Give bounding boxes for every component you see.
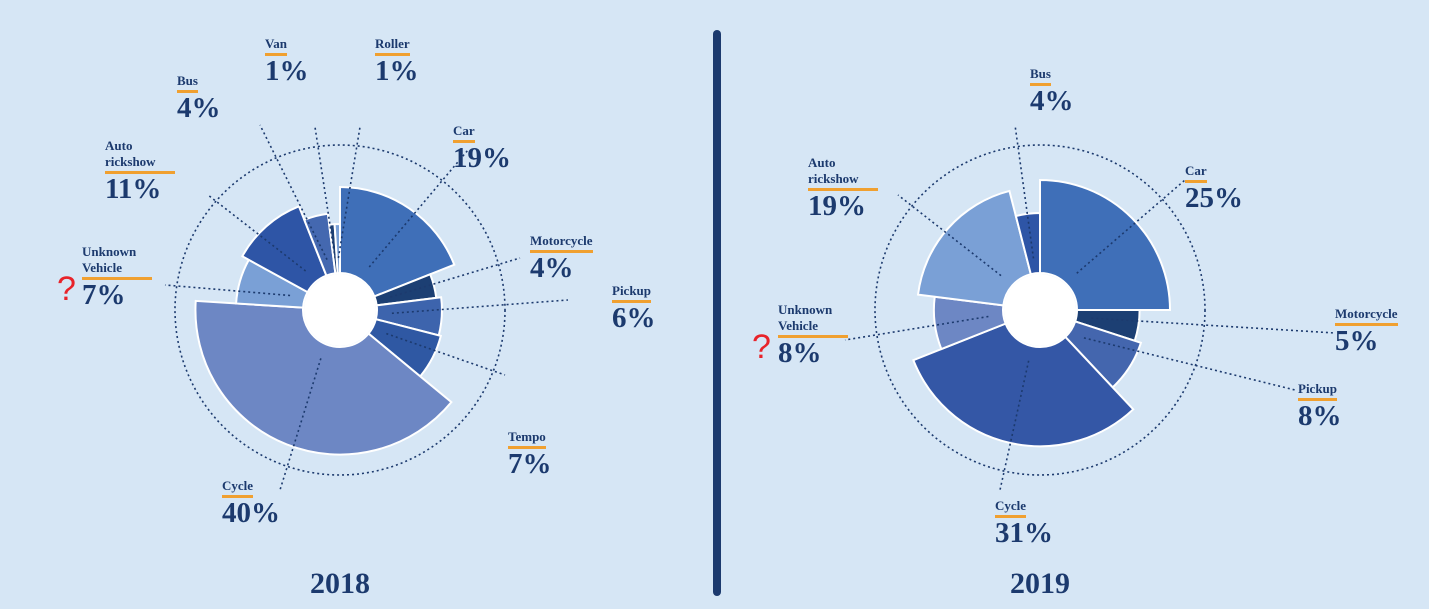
leader-line xyxy=(164,284,291,297)
category-name: Unknown Vehicle xyxy=(778,302,848,338)
slice-label: Roller 1% xyxy=(375,35,419,86)
value-label: 31% xyxy=(995,517,1053,549)
category-name: Motorcycle xyxy=(530,233,593,253)
category-name: Cycle xyxy=(222,478,254,498)
unknown-icon: ? xyxy=(57,270,76,308)
value-label: 5% xyxy=(1335,325,1379,357)
leader-line xyxy=(1091,317,1336,334)
slice xyxy=(339,186,456,298)
slice xyxy=(333,222,341,275)
value-label: 7% xyxy=(508,448,552,480)
slice-label: Cycle 40% xyxy=(222,477,280,528)
chart-title: 2018 xyxy=(310,567,370,600)
leader-line xyxy=(999,360,1030,491)
hole xyxy=(1004,274,1076,346)
value-label: 7% xyxy=(82,279,126,311)
slice-label: Motorcycle 4% xyxy=(530,232,593,283)
value-label: 19% xyxy=(453,142,511,174)
slice xyxy=(194,299,453,456)
value-label: 8% xyxy=(778,337,822,369)
leader-line xyxy=(897,194,1002,277)
slice-label: Unknown Vehicle 8% xyxy=(778,302,848,368)
value-label: 4% xyxy=(1030,85,1074,117)
category-name: Motorcycle xyxy=(1335,306,1398,326)
slice-label: Auto rickshow 19% xyxy=(808,155,878,221)
guide-circle xyxy=(174,144,506,476)
value-label: 6% xyxy=(612,302,656,334)
category-name: Car xyxy=(1185,163,1207,183)
hole xyxy=(304,274,376,346)
slice-label: Cycle 31% xyxy=(995,497,1053,548)
slice-label: Auto rickshow 11% xyxy=(105,138,175,204)
category-name: Car xyxy=(453,123,475,143)
category-name: Van xyxy=(265,36,287,56)
slice-label: Bus 4% xyxy=(177,72,221,123)
leader-line xyxy=(337,126,361,259)
slice-label: Car 19% xyxy=(453,122,511,173)
slice-label: Pickup 6% xyxy=(612,282,656,333)
leader-line xyxy=(259,124,328,260)
leader-line xyxy=(207,194,307,272)
unknown-icon: ? xyxy=(752,328,771,366)
slice xyxy=(932,295,1007,351)
value-label: 1% xyxy=(375,55,419,87)
value-label: 11% xyxy=(105,173,162,205)
category-name: Bus xyxy=(177,73,198,93)
category-name: Cycle xyxy=(995,498,1027,518)
leader-line xyxy=(1076,179,1186,274)
value-label: 40% xyxy=(222,497,280,529)
value-label: 19% xyxy=(808,190,866,222)
category-name: Bus xyxy=(1030,66,1051,86)
slice-label: Van 1% xyxy=(265,35,309,86)
category-name: Pickup xyxy=(612,283,652,303)
slice xyxy=(1014,211,1041,276)
slice-label: Car 25% xyxy=(1185,162,1243,213)
slice xyxy=(1039,178,1172,311)
slice-label: Bus 4% xyxy=(1030,65,1074,116)
value-label: 4% xyxy=(177,92,221,124)
category-name: Tempo xyxy=(508,429,546,449)
slice-label: Unknown Vehicle 7% xyxy=(82,244,152,310)
guide-circle xyxy=(874,144,1206,476)
leader-line xyxy=(1083,337,1296,391)
slice-label: Pickup 8% xyxy=(1298,380,1342,431)
category-name: Pickup xyxy=(1298,381,1338,401)
value-label: 8% xyxy=(1298,400,1342,432)
leader-line xyxy=(314,126,336,259)
category-name: Roller xyxy=(375,36,410,56)
value-label: 1% xyxy=(265,55,309,87)
value-label: 25% xyxy=(1185,182,1243,214)
category-name: Unknown Vehicle xyxy=(82,244,152,280)
category-name: Auto rickshow xyxy=(808,155,878,191)
leader-line xyxy=(368,149,469,268)
category-name: Auto rickshow xyxy=(105,138,175,174)
slice-label: Tempo 7% xyxy=(508,428,552,479)
chart-title: 2019 xyxy=(1010,567,1070,600)
slice-label: Motorcycle 5% xyxy=(1335,305,1398,356)
value-label: 4% xyxy=(530,252,574,284)
slice xyxy=(916,189,1033,307)
leader-line xyxy=(844,315,989,341)
slice xyxy=(912,322,1135,448)
leader-line xyxy=(386,332,506,376)
